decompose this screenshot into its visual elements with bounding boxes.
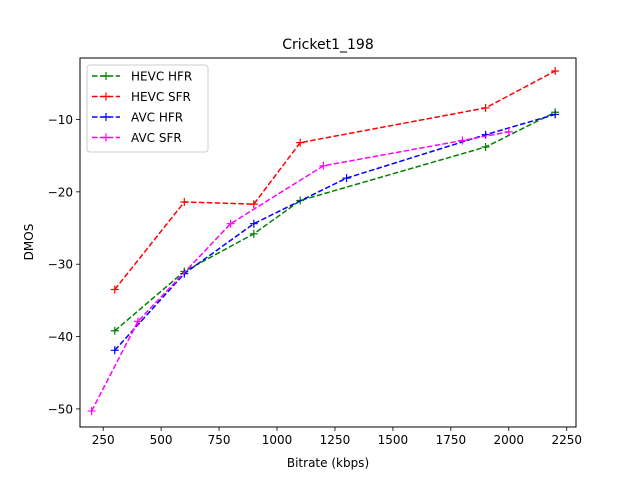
data-point <box>110 346 119 355</box>
legend-marker <box>102 113 110 121</box>
series-group <box>110 67 560 294</box>
y-axis-label: DMOS <box>22 224 36 261</box>
legend-box <box>86 64 209 153</box>
x-axis: 250 500 750 1000 1250 1500 1750 2000 2250 <box>92 427 582 447</box>
legend-item: AVC HFR <box>92 111 183 125</box>
x-tick-label: 1000 <box>262 433 293 447</box>
legend-item: HEVC HFR <box>92 70 192 84</box>
x-tick-label: 2250 <box>551 433 582 447</box>
data-point <box>342 174 351 183</box>
x-tick-label: 1750 <box>436 433 467 447</box>
legend-item: HEVC SFR <box>92 90 191 104</box>
data-point <box>110 326 119 335</box>
series-line <box>114 113 556 351</box>
data-point <box>249 219 258 228</box>
x-tick-label: 750 <box>208 433 231 447</box>
data-point <box>296 138 305 147</box>
x-tick-label: 2000 <box>494 433 525 447</box>
legend-label: AVC SFR <box>131 131 182 145</box>
data-point <box>319 161 328 170</box>
legend-marker <box>102 92 110 101</box>
y-axis: −50 −40 −30 −20 −10 <box>48 113 80 416</box>
data-point <box>504 127 513 136</box>
y-tick-label: −40 <box>48 330 73 344</box>
y-tick-label: −20 <box>48 185 73 199</box>
data-point <box>226 219 235 228</box>
data-point <box>133 317 142 326</box>
data-point <box>249 229 258 238</box>
legend: HEVC HFR HEVC SFR AVC HFR AVC SFR <box>86 64 209 153</box>
series-group <box>87 127 513 416</box>
legend-label: HEVC SFR <box>131 90 191 104</box>
data-point <box>180 269 189 278</box>
legend-marker <box>102 72 110 80</box>
x-tick-label: 1250 <box>320 433 351 447</box>
data-point <box>551 110 560 119</box>
series-line <box>90 131 509 412</box>
data-point <box>110 285 119 294</box>
x-axis-label: Bitrate (kbps) <box>287 456 369 470</box>
data-point <box>481 103 490 112</box>
series-layer <box>87 67 560 416</box>
data-point <box>180 197 189 206</box>
series-group <box>110 110 560 355</box>
chart-title: Cricket1_198 <box>282 37 373 53</box>
data-point <box>481 142 490 151</box>
y-tick-label: −50 <box>48 402 73 416</box>
y-tick-label: −30 <box>48 258 73 272</box>
x-tick-label: 250 <box>92 433 115 447</box>
legend-item: AVC SFR <box>92 131 182 145</box>
data-point <box>551 67 560 76</box>
data-point <box>458 136 467 145</box>
legend-marker <box>102 133 110 142</box>
data-point <box>481 130 490 139</box>
series-line <box>114 70 556 290</box>
series-line <box>114 111 556 332</box>
x-tick-label: 500 <box>150 433 173 447</box>
legend-label: AVC HFR <box>131 111 183 125</box>
data-point <box>249 200 258 209</box>
legend-label: HEVC HFR <box>131 70 192 84</box>
y-tick-label: −10 <box>48 113 73 127</box>
x-tick-label: 1500 <box>378 433 409 447</box>
data-point <box>87 407 96 416</box>
